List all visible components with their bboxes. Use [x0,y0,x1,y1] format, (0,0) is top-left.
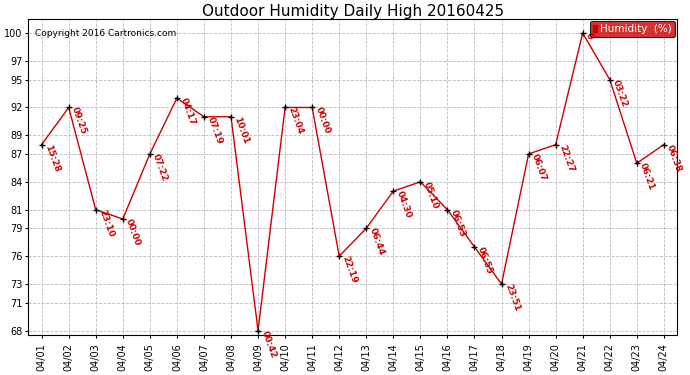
Text: 06:53: 06:53 [448,209,467,238]
Text: 15:28: 15:28 [43,143,61,173]
Title: Outdoor Humidity Daily High 20160425: Outdoor Humidity Daily High 20160425 [201,4,504,19]
Text: 10:01: 10:01 [233,116,250,145]
Text: 00:00: 00:00 [124,217,142,247]
Text: 23:10: 23:10 [97,209,115,238]
Text: 22:19: 22:19 [341,255,359,285]
Text: 23:04: 23:04 [286,106,305,136]
Legend: Humidity  (%): Humidity (%) [590,21,676,38]
Text: 00:42: 00:42 [259,329,277,359]
Text: 23:51: 23:51 [503,283,521,313]
Text: 06:38: 06:38 [665,143,684,173]
Text: 03:22: 03:22 [611,78,629,108]
Text: 06:55: 06:55 [476,246,494,275]
Text: 05:10: 05:10 [422,180,440,210]
Text: 07:19: 07:19 [206,116,224,146]
Text: 06:21: 06:21 [638,162,656,192]
Text: 06:07: 06:07 [530,153,548,182]
Text: 06:44: 06:44 [368,227,386,257]
Text: 22:27: 22:27 [557,143,575,173]
Text: 00:00: 00:00 [313,106,332,136]
Text: 09:25: 09:25 [70,106,88,136]
Text: 04:30: 04:30 [395,190,413,220]
Text: 04:17: 04:17 [178,97,197,127]
Text: 07:22: 07:22 [151,153,170,183]
Text: 0: 0 [584,32,595,40]
Text: Copyright 2016 Cartronics.com: Copyright 2016 Cartronics.com [34,28,176,38]
